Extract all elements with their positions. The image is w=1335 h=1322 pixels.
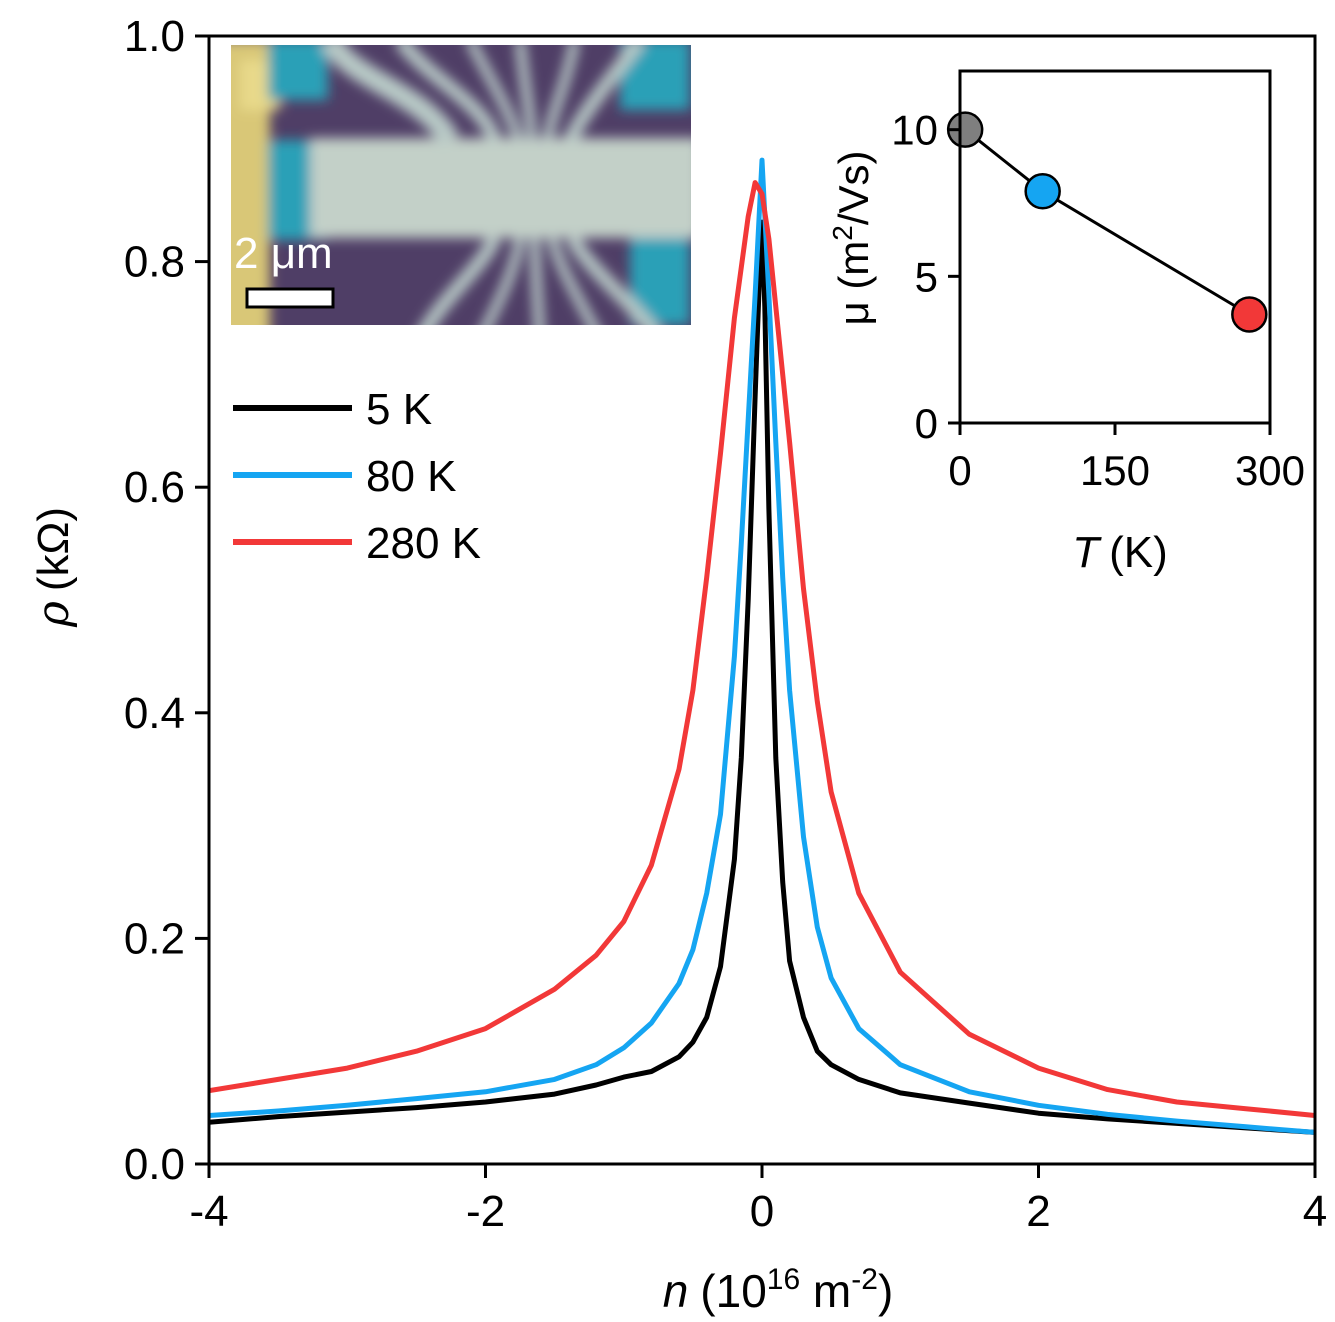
inset-y-axis-label: μ (m2/Vs)	[827, 150, 877, 325]
inset-x-axis-label: T (K)	[1072, 528, 1168, 577]
inset-x-tick-label: 300	[1235, 447, 1305, 494]
legend-label-5-k: 5 K	[366, 385, 432, 434]
y-tick-label: 1.0	[124, 12, 185, 61]
inset-y-tick-label: 5	[915, 253, 938, 300]
x-tick-label: 4	[1303, 1187, 1327, 1236]
legend-label-80-k: 80 K	[366, 452, 457, 501]
x-tick-label: -2	[466, 1187, 505, 1236]
y-tick-label: 0.8	[124, 238, 185, 287]
series-line-5-k	[209, 219, 1315, 1135]
scale-bar	[245, 287, 335, 309]
micrograph-inset: 2 μm	[231, 45, 691, 325]
inset-plot-frame	[958, 69, 1272, 425]
legend-label-280-k: 280 K	[366, 519, 481, 568]
x-tick-label: 2	[1026, 1187, 1050, 1236]
y-tick-label: 0.2	[124, 914, 185, 963]
mobility-point	[1231, 296, 1268, 333]
mobility-inset-plot: 0 150 300 0 5 10 T (K) μ (m2/Vs)	[827, 69, 1305, 577]
legend: 5 K 80 K 280 K	[233, 385, 481, 568]
y-tick-label: 0.0	[124, 1140, 185, 1189]
series-line-80-k	[209, 157, 1315, 1135]
x-tick-label: 0	[750, 1187, 774, 1236]
series-line-280-k	[209, 180, 1315, 1118]
y-tick-label: 0.4	[124, 689, 185, 738]
main-y-axis-label: ρ(kΩ)	[28, 507, 79, 628]
inset-x-tick-label: 150	[1080, 447, 1150, 494]
x-tick-label: -4	[189, 1187, 228, 1236]
inset-y-tick-label: 0	[915, 400, 938, 447]
main-plot: -4 -2 0 2 4 0.0 0.2 0.4 0.6 0.8 1.0 n (1016 m-2) ρ…	[28, 12, 1327, 1317]
main-x-axis-label: n (1016 m-2)	[663, 1263, 894, 1317]
mobility-point	[1024, 173, 1061, 210]
inset-y-tick-label: 10	[891, 107, 938, 154]
scale-bar-label: 2 μm	[234, 229, 333, 278]
y-tick-label: 0.6	[124, 463, 185, 512]
mobility-line	[964, 128, 1251, 316]
inset-x-tick-label: 0	[948, 447, 971, 494]
